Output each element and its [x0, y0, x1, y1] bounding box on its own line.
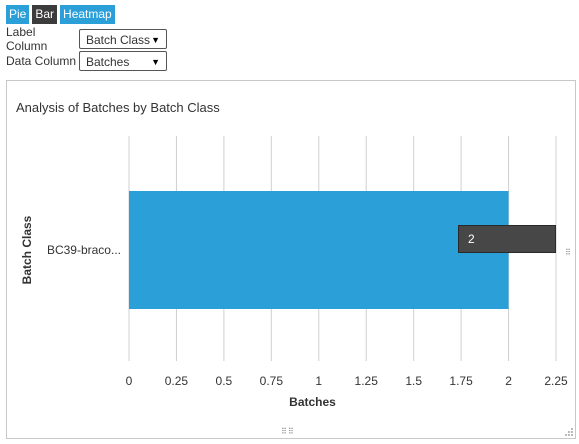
- x-tick-label: 1.25: [355, 374, 379, 388]
- x-tick-label: 1.75: [449, 374, 473, 388]
- resize-corner-icon[interactable]: [565, 428, 573, 436]
- x-tick-label: 1: [315, 374, 322, 388]
- tab-bar[interactable]: Bar: [32, 5, 58, 24]
- data-column-select[interactable]: Batches ▼: [79, 51, 167, 71]
- value-tooltip: 2: [458, 225, 556, 253]
- x-tick-label: 0: [126, 374, 133, 388]
- y-axis-title: Batch Class: [20, 215, 34, 284]
- y-tick-label: BC39-braco...: [47, 243, 121, 257]
- data-column-row: Data Column Batches ▼: [6, 51, 167, 71]
- x-axis-title: Batches: [289, 395, 336, 409]
- bar-chart: 0 0.25 0.5 0.75 1 1.25 1.5 1.75 2 2.25 BC39-braco.…: [20, 136, 568, 409]
- data-column-value: Batches: [86, 55, 130, 69]
- x-tick-label: 0.25: [165, 374, 189, 388]
- resize-grip-icon[interactable]: ⠿: [565, 248, 571, 257]
- tab-pie[interactable]: Pie: [6, 5, 30, 24]
- chart-title: Analysis of Batches by Batch Class: [16, 100, 220, 115]
- data-column-label: Data Column: [6, 54, 77, 68]
- dropdown-caret-icon: ▼: [151, 57, 160, 67]
- x-tick-label: 1.5: [405, 374, 422, 388]
- dropdown-caret-icon: ▼: [151, 35, 160, 45]
- label-column-row: Label Column Batch Class ▼: [6, 25, 167, 53]
- resize-grip-icon[interactable]: ⠿⠿: [281, 427, 295, 436]
- label-column-value: Batch Class: [86, 33, 151, 47]
- chart-panel: Analysis of Batches by Batch Class 0 0.25…: [6, 80, 576, 439]
- bar: [129, 191, 509, 309]
- label-column-label: Label Column: [6, 25, 48, 53]
- tab-heatmap[interactable]: Heatmap: [60, 5, 115, 24]
- x-tick-label: 0.75: [260, 374, 284, 388]
- chart-type-tabs: Pie Bar Heatmap: [6, 5, 115, 24]
- x-tick-label: 2: [505, 374, 512, 388]
- x-tick-label: 2.25: [544, 374, 568, 388]
- x-tick-label: 0.5: [216, 374, 233, 388]
- label-column-select[interactable]: Batch Class ▼: [79, 29, 167, 49]
